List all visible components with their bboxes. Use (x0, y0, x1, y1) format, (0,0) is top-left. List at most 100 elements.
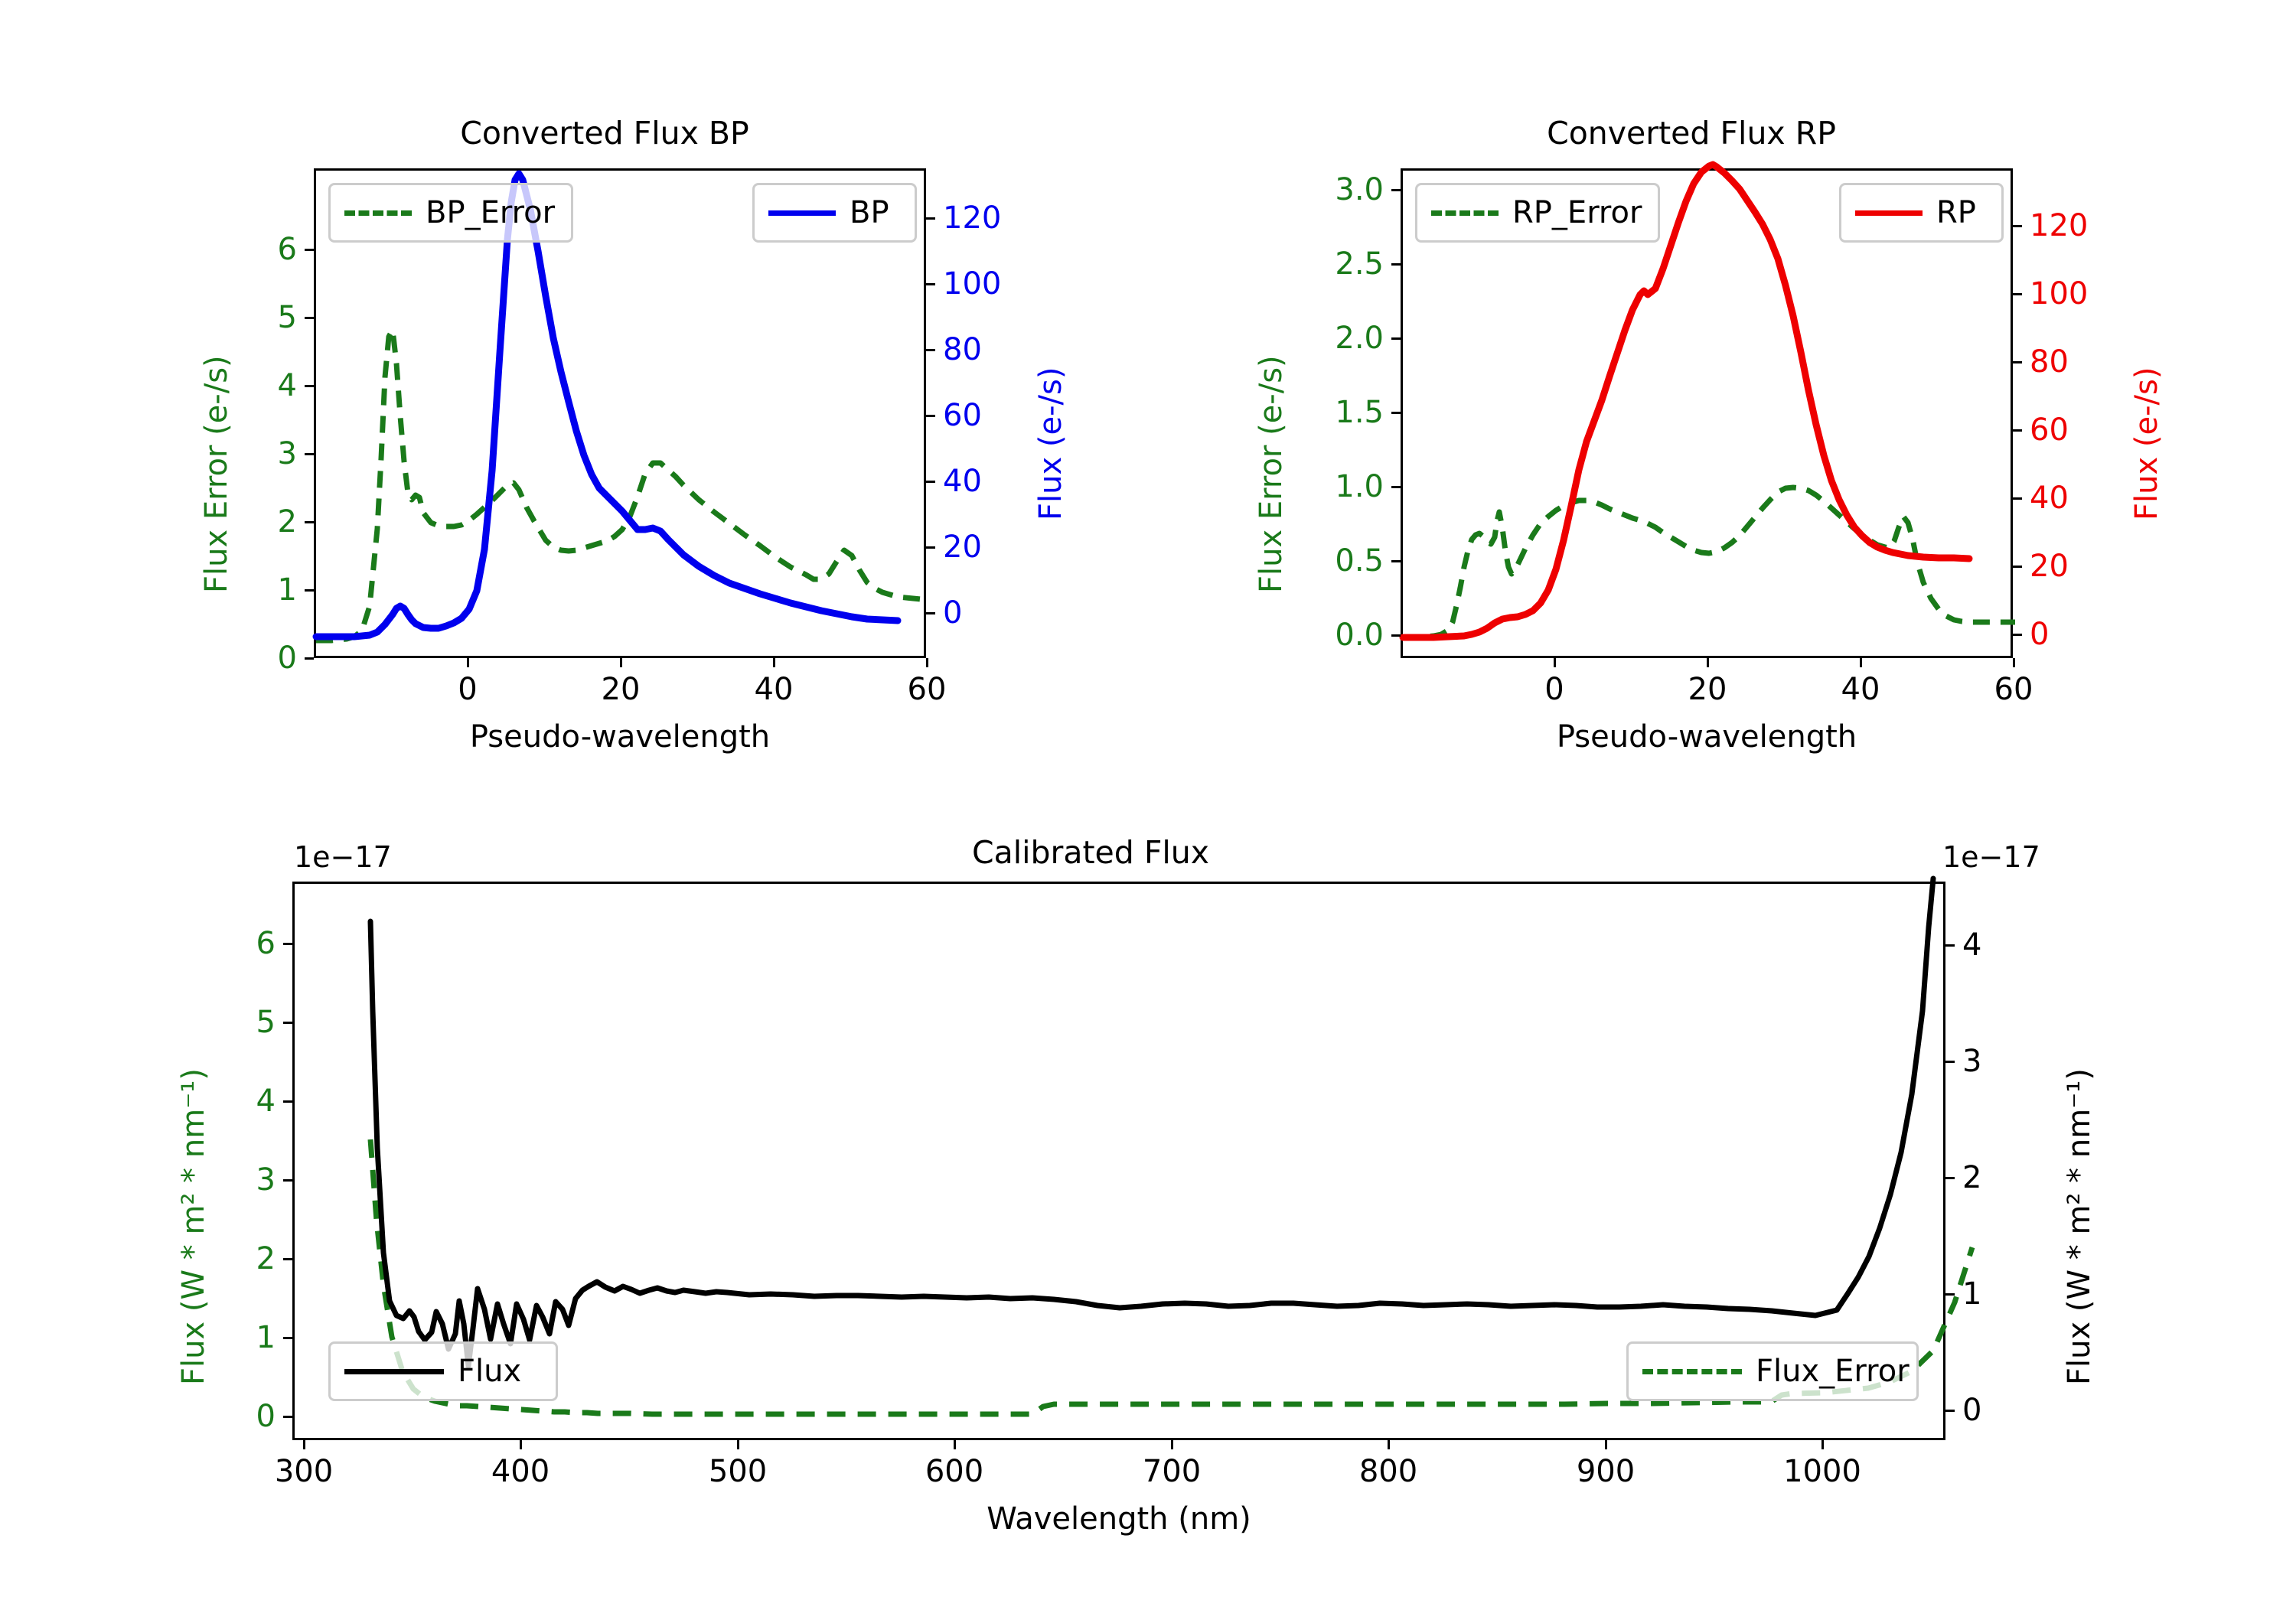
calibrated-flux-error-legend-label: Flux_Error (1756, 1354, 1910, 1389)
cal-ytick-left-3: 3 (256, 1162, 276, 1198)
bp-yaxis-left-label: Flux Error (e-/s) (199, 355, 234, 593)
cal-ytick-left-6: 6 (256, 926, 276, 961)
calibrated-panel-title: Calibrated Flux (971, 834, 1210, 871)
rp-ytick-right-20: 20 (2030, 549, 2069, 584)
rp-plot-lines (1399, 161, 2015, 641)
bp-xtick-20: 20 (601, 672, 641, 707)
rp-ytick-left-00: 0.0 (1335, 618, 1384, 653)
calibrated-plot-area: Flux Flux_Error (292, 875, 1975, 1440)
cal-ytick-right-3: 3 (1962, 1044, 1982, 1079)
bp-ytick-left-5: 5 (277, 300, 297, 335)
rp-flux-legend[interactable]: RP (1839, 183, 2004, 243)
rp-flux-legend-label: RP (1936, 195, 1976, 230)
cal-xtick-1000: 1000 (1783, 1454, 1861, 1489)
bp-xaxis-label: Pseudo-wavelength (469, 719, 771, 755)
rp-error-legend-swatch (1431, 210, 1499, 216)
rp-xtick-40: 40 (1841, 672, 1880, 707)
panel-converted-flux-bp: Converted Flux BP BP_Error BP 0 (153, 115, 1068, 826)
calibrated-flux-error-legend-swatch (1642, 1368, 1742, 1374)
calibrated-flux-error-legend[interactable]: Flux_Error (1626, 1341, 1919, 1401)
cal-ytick-right-4: 4 (1962, 927, 1982, 963)
rp-xtick-60: 60 (1994, 672, 2033, 707)
bp-flux-legend[interactable]: BP (752, 183, 917, 243)
calibrated-flux-error-line (367, 1139, 1975, 1417)
bp-ytick-right-0: 0 (943, 595, 963, 631)
rp-xaxis-label: Pseudo-wavelength (1556, 719, 1857, 755)
bp-ytick-right-80: 80 (943, 332, 982, 367)
bp-ytick-left-3: 3 (277, 436, 297, 471)
bp-ytick-right-100: 100 (943, 266, 1002, 302)
bp-yaxis-right-label: Flux (e-/s) (1033, 367, 1068, 520)
rp-xtick-20: 20 (1688, 672, 1727, 707)
bp-xtick-60: 60 (907, 672, 947, 707)
cal-ytick-left-0: 0 (256, 1399, 276, 1434)
cal-xtick-300: 300 (274, 1454, 334, 1489)
bp-ytick-left-6: 6 (277, 232, 297, 267)
bp-error-legend[interactable]: BP_Error (328, 183, 573, 243)
cal-ytick-right-2: 2 (1962, 1160, 1982, 1195)
cal-xtick-600: 600 (925, 1454, 984, 1489)
bp-error-legend-label: BP_Error (426, 195, 556, 230)
rp-ytick-right-80: 80 (2030, 344, 2069, 380)
rp-ytick-left-20: 2.0 (1335, 321, 1384, 356)
cal-ytick-left-5: 5 (256, 1005, 276, 1040)
rp-ytick-left-30: 3.0 (1335, 172, 1384, 207)
calibrated-flux-legend-swatch (344, 1368, 444, 1374)
rp-error-legend[interactable]: RP_Error (1415, 183, 1660, 243)
bp-ytick-left-0: 0 (277, 641, 297, 676)
bp-flux-legend-swatch (768, 210, 836, 216)
rp-ytick-left-05: 0.5 (1335, 543, 1384, 579)
bp-error-legend-swatch (344, 210, 412, 216)
bp-ytick-right-20: 20 (943, 530, 982, 565)
cal-xtick-900: 900 (1576, 1454, 1636, 1489)
bp-ytick-left-1: 1 (277, 572, 297, 608)
calibrated-plot-lines (367, 875, 1975, 1417)
bp-plot-lines (312, 170, 929, 644)
bp-ytick-right-40: 40 (943, 464, 982, 499)
bp-xtick-40: 40 (754, 672, 794, 707)
calibrated-yaxis-left-label: Flux (W * m² * nm⁻¹) (176, 1068, 211, 1385)
cal-xtick-800: 800 (1358, 1454, 1418, 1489)
calibrated-xaxis-label: Wavelength (nm) (987, 1501, 1251, 1537)
bp-flux-legend-label: BP (850, 195, 889, 230)
rp-ytick-left-10: 1.0 (1335, 469, 1384, 504)
calibrated-right-offset-text: 1e−17 (1942, 840, 2040, 874)
rp-yaxis-left-label: Flux Error (e-/s) (1254, 355, 1289, 593)
cal-ytick-right-1: 1 (1962, 1276, 1982, 1312)
rp-plot-area: RP_Error RP (1399, 161, 2015, 658)
cal-ytick-left-1: 1 (256, 1320, 276, 1355)
rp-ytick-right-100: 100 (2030, 276, 2089, 311)
calibrated-left-offset-text: 1e−17 (294, 840, 392, 874)
bp-plot-area: BP_Error BP (312, 168, 929, 658)
rp-yaxis-right-label: Flux (e-/s) (2129, 367, 2164, 520)
rp-ytick-right-120: 120 (2030, 208, 2089, 243)
cal-ytick-left-4: 4 (256, 1084, 276, 1119)
bp-xtick-0: 0 (458, 672, 478, 707)
cal-ytick-left-2: 2 (256, 1241, 276, 1276)
bp-error-line (316, 327, 929, 644)
calibrated-flux-line (367, 875, 1936, 1369)
rp-ytick-left-15: 1.5 (1335, 395, 1384, 430)
bp-panel-title: Converted Flux BP (460, 115, 749, 152)
rp-flux-line (1399, 161, 1973, 641)
bp-ytick-right-120: 120 (943, 200, 1002, 236)
rp-ytick-left-25: 2.5 (1335, 246, 1384, 282)
rp-xtick-0: 0 (1544, 672, 1564, 707)
bp-ytick-left-2: 2 (277, 504, 297, 539)
panel-calibrated-flux: Calibrated Flux 1e−17 1e−17 Flux Flux_Er… (176, 834, 2189, 1592)
rp-error-line (1403, 484, 2015, 641)
rp-panel-title: Converted Flux RP (1547, 115, 1836, 152)
calibrated-yaxis-right-label: Flux (W * m² * nm⁻¹) (2062, 1068, 2097, 1385)
rp-ytick-right-60: 60 (2030, 412, 2069, 448)
rp-flux-legend-swatch (1855, 210, 1923, 216)
bp-ytick-right-60: 60 (943, 398, 982, 433)
cal-xtick-400: 400 (491, 1454, 550, 1489)
rp-ytick-right-40: 40 (2030, 481, 2069, 516)
calibrated-flux-legend-label: Flux (458, 1354, 522, 1389)
rp-ytick-right-0: 0 (2030, 617, 2050, 652)
bp-ytick-left-4: 4 (277, 368, 297, 403)
cal-xtick-700: 700 (1142, 1454, 1202, 1489)
calibrated-flux-legend[interactable]: Flux (328, 1341, 558, 1401)
bp-flux-line (312, 170, 902, 641)
